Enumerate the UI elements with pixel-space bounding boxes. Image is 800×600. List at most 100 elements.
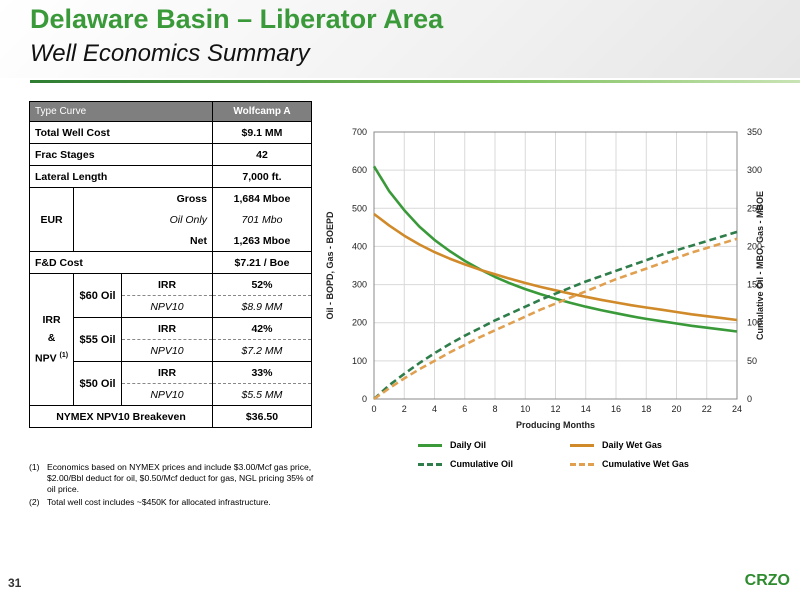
footnote-item: (1) Economics based on NYMEX prices and … (29, 462, 319, 495)
table-row: Oil Only 701 Mbo (30, 209, 313, 230)
x-tick-label: 0 (371, 404, 376, 414)
y-right-tick-label: 350 (747, 127, 762, 137)
eur-net-label: Net (73, 230, 213, 252)
table-row: $50 Oil IRR 33% (30, 361, 313, 406)
irr-label: IRR (121, 361, 213, 384)
irr-label-line1: IRR (42, 314, 61, 327)
irr-label: IRR (121, 273, 213, 296)
legend-item-daily-wet-gas: Daily Wet Gas (570, 440, 662, 450)
irr-label: IRR (121, 317, 213, 340)
legend-label: Cumulative Oil (450, 459, 514, 469)
row-value: $9.1 MM (211, 121, 313, 144)
x-tick-label: 10 (520, 404, 530, 414)
y-right-tick-label: 100 (747, 318, 762, 328)
y-left-tick-label: 100 (352, 356, 367, 366)
y-right-tick-label: 150 (747, 280, 762, 290)
y-left-tick-label: 300 (352, 280, 367, 290)
row-label: F&D Cost (29, 251, 213, 274)
table-row: $55 Oil IRR 42% (30, 317, 313, 362)
x-tick-label: 18 (641, 404, 651, 414)
legend-item-cumulative-oil: Cumulative Oil (418, 459, 513, 469)
footnotes: (1) Economics based on NYMEX prices and … (29, 462, 319, 510)
table-row: EUR Gross 1,684 Mboe (28, 187, 313, 252)
y-left-axis-title: Oil - BOPD, Gas - BOEPD (325, 211, 335, 320)
table-row: Frac Stages 42 (29, 143, 313, 166)
x-tick-label: 14 (581, 404, 591, 414)
footnote-item: (2) Total well cost includes ~$450K for … (29, 497, 319, 508)
table-row: NYMEX NPV10 Breakeven $36.50 (29, 405, 313, 428)
x-tick-label: 24 (732, 404, 742, 414)
table-row: F&D Cost $7.21 / Boe (29, 251, 313, 274)
legend-swatch (570, 462, 594, 466)
irr-value: 33% (211, 361, 313, 384)
x-tick-label: 22 (702, 404, 712, 414)
series-line-daily-oil (372, 165, 738, 333)
page-subtitle: Well Economics Summary (30, 40, 310, 67)
footnote-text: Economics based on NYMEX prices and incl… (47, 462, 314, 494)
y-left-tick-label: 600 (352, 165, 367, 175)
table-header-row: Type Curve Wolfcamp A (29, 101, 313, 122)
irr-value: 52% (211, 273, 313, 296)
series-line-cumulative-wet-gas (373, 237, 738, 401)
x-tick-label: 6 (462, 404, 467, 414)
y-left-tick-label: 500 (352, 203, 367, 213)
eur-gross-label: Gross (73, 187, 213, 209)
eur-net-value: 1,263 Mboe (211, 230, 313, 252)
npv-label: NPV10 (121, 339, 213, 362)
y-right-tick-label: 50 (747, 356, 757, 366)
legend-swatch (570, 443, 594, 447)
price-label: $50 Oil (73, 361, 122, 406)
npv-value: $8.9 MM (211, 295, 313, 318)
table-row: NPV10 $7.2 MM (30, 339, 313, 362)
y-right-tick-label: 0 (747, 394, 752, 404)
x-tick-label: 12 (550, 404, 560, 414)
y-left-tick-label: 200 (352, 318, 367, 328)
y-right-axis-title: Cumulative Oil - MBO, Gas - MBOE (755, 191, 765, 340)
x-tick-label: 8 (492, 404, 497, 414)
eur-label: EUR (28, 187, 75, 252)
npv-label: NPV10 (121, 295, 213, 318)
row-value: 42 (211, 143, 313, 166)
row-label: Total Well Cost (29, 121, 213, 144)
footnote-ref: (1) (59, 352, 69, 360)
y-right-tick-label: 250 (747, 203, 762, 213)
irr-value: 42% (211, 317, 313, 340)
series-line-daily-wet-gas (373, 212, 738, 322)
legend-item-daily-oil: Daily Oil (418, 440, 486, 450)
x-tick-label: 20 (671, 404, 681, 414)
breakeven-label: NYMEX NPV10 Breakeven (29, 405, 213, 428)
row-value: $7.21 / Boe (211, 251, 313, 274)
header-label: Type Curve (29, 101, 213, 122)
legend-label: Daily Wet Gas (602, 440, 662, 450)
legend-label: Cumulative Wet Gas (602, 459, 689, 469)
chart-legend: Daily Oil Daily Wet Gas Cumulative Oil C… (418, 438, 718, 474)
table-row: Total Well Cost $9.1 MM (29, 121, 313, 144)
npv-value: $7.2 MM (211, 339, 313, 362)
price-label: $55 Oil (73, 317, 122, 362)
legend-item-cumulative-wet-gas: Cumulative Wet Gas (570, 459, 689, 469)
production-chart: 0 2 4 6 8 10 12 14 16 18 20 22 240100200300400500600… (325, 127, 765, 430)
legend-swatch (418, 443, 442, 447)
x-tick-label: 16 (611, 404, 621, 414)
footnote-text: Total well cost includes ~$450K for allo… (47, 497, 271, 507)
page-number: 31 (8, 576, 22, 590)
title-divider (30, 80, 800, 83)
page-title: Delaware Basin – Liberator Area (30, 4, 444, 34)
eur-gross-value: 1,684 Mboe (211, 187, 313, 209)
legend-swatch (418, 462, 442, 466)
y-right-tick-label: 300 (747, 165, 762, 175)
x-tick-label: 2 (402, 404, 407, 414)
eur-oil-value: 701 Mbo (211, 209, 313, 230)
header-value: Wolfcamp A (211, 101, 313, 122)
header-band (0, 0, 800, 78)
table-row: IRR & NPV (1) $60 Oil IRR 52% (28, 273, 313, 406)
irr-npv-label: IRR & NPV (1) (28, 273, 75, 406)
irr-label-line3: NPV (35, 352, 57, 365)
breakeven-value: $36.50 (211, 405, 313, 428)
y-right-tick-label: 200 (747, 241, 762, 251)
footnote-number: (1) (29, 462, 40, 472)
eur-oil-label: Oil Only (73, 209, 213, 230)
footnote-number: (2) (29, 497, 40, 507)
brand-logo: CRZO (744, 572, 790, 589)
table-row: Net 1,263 Mboe (30, 230, 313, 252)
